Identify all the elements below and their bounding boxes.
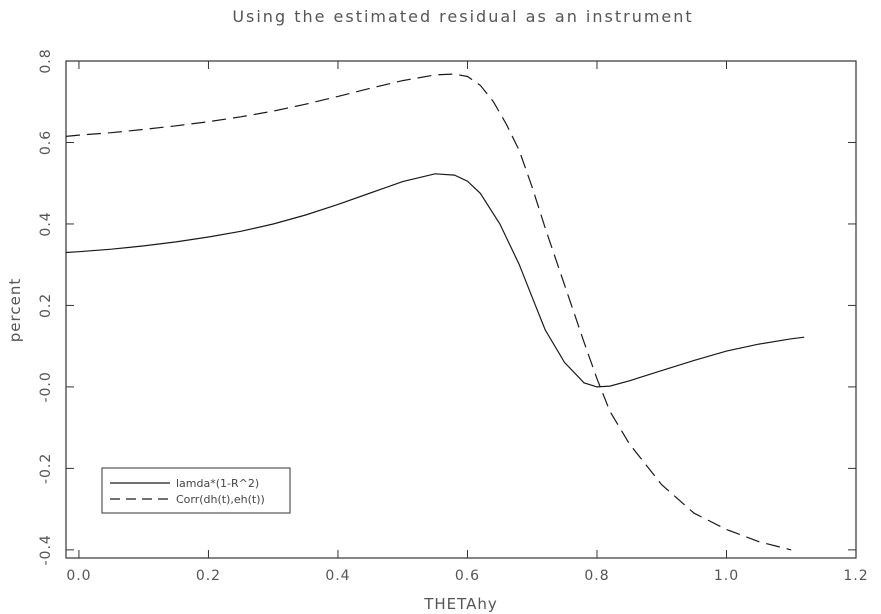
y-tick-label: 0.2 <box>38 293 54 318</box>
y-tick-label: -0.0 <box>38 371 54 402</box>
x-tick-label: 0.8 <box>584 568 609 584</box>
y-tick-label: 0.8 <box>38 48 54 73</box>
x-tick-label: 1.0 <box>714 568 739 584</box>
y-axis-ticks: -0.4 -0.2 -0.0 0.2 0.4 0.6 0.8 <box>38 48 856 566</box>
y-tick-label: -0.2 <box>38 453 54 484</box>
x-axis-ticks: 0.0 0.2 0.4 0.6 0.8 1.0 1.2 <box>66 61 868 584</box>
x-tick-label: 0.2 <box>196 568 221 584</box>
y-axis-label: percent <box>6 278 24 342</box>
series-lines <box>65 73 805 551</box>
series-line-1 <box>65 173 805 388</box>
x-tick-label: 0.6 <box>455 568 480 584</box>
legend-label-corr: Corr(dh(t),eh(t)) <box>176 493 265 506</box>
legend: lamda*(1-R^2) Corr(dh(t),eh(t)) <box>101 467 291 514</box>
y-tick-label: 0.4 <box>38 211 54 236</box>
x-tick-label: 0.4 <box>325 568 350 584</box>
y-tick-label: 0.6 <box>38 130 54 155</box>
chart-title: Using the estimated residual as an instr… <box>232 7 693 26</box>
x-tick-label: 0.0 <box>66 568 91 584</box>
series-line-2 <box>65 73 792 551</box>
x-axis-label: THETAhy <box>423 595 498 613</box>
legend-box <box>101 467 291 514</box>
legend-label-lambda: lamda*(1-R^2) <box>176 477 259 490</box>
x-tick-label: 1.2 <box>843 568 868 584</box>
y-tick-label: -0.4 <box>38 534 54 565</box>
plot-frame <box>65 60 857 559</box>
